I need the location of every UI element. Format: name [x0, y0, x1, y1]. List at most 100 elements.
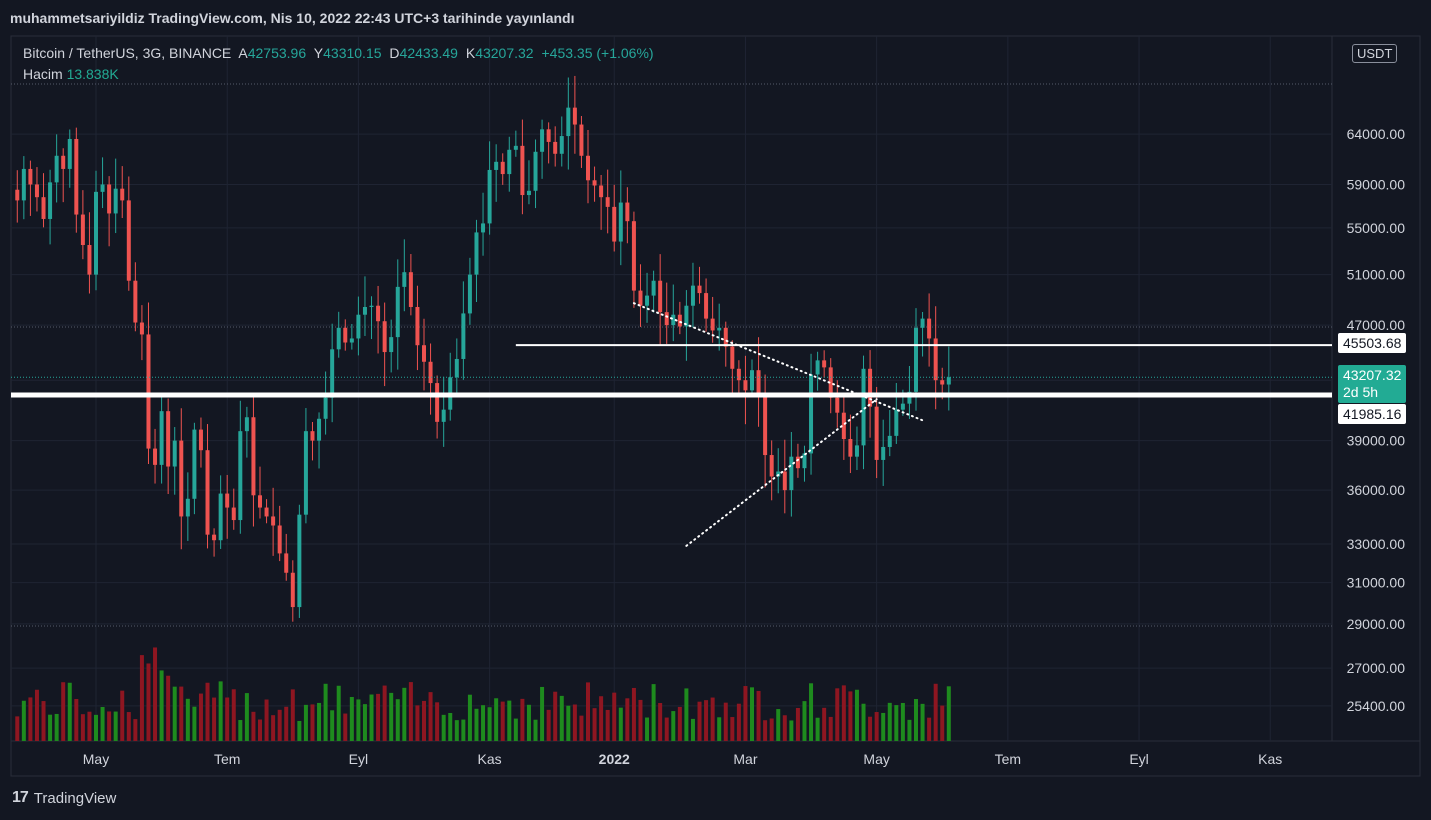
volume-bar — [48, 714, 53, 741]
candle-body — [231, 507, 236, 521]
volume-bar — [684, 688, 689, 741]
candle-body — [645, 295, 650, 306]
candle-body — [592, 180, 597, 186]
volume-bar — [290, 689, 295, 741]
tradingview-logo[interactable]: 17 TradingView — [12, 789, 116, 807]
candle-body — [920, 318, 925, 328]
candle-body — [120, 188, 125, 201]
volume-bar — [258, 719, 262, 741]
ohlc-change: +453.35 (+1.06%) — [541, 45, 654, 61]
candle-body — [809, 374, 814, 454]
grid-lines — [11, 36, 1332, 741]
volume-bar — [690, 718, 695, 741]
volume-bar — [658, 703, 663, 741]
candle-body — [87, 245, 92, 275]
volume-bar — [887, 702, 892, 741]
volume-bar — [113, 711, 118, 741]
volume-bar — [461, 719, 466, 741]
candle-body — [586, 155, 590, 181]
candle-body — [927, 318, 932, 339]
price-tick-label: 47000.00 — [1347, 317, 1406, 333]
volume-bar — [776, 709, 781, 741]
ohlc-open: 42753.96 — [247, 45, 307, 61]
volume-bar — [422, 700, 426, 741]
volume-bar — [435, 702, 440, 741]
candle-body — [559, 136, 564, 154]
candle-body — [618, 202, 623, 242]
price-tick-label: 39000.00 — [1347, 433, 1406, 449]
candle-body — [100, 184, 105, 192]
candle-body — [638, 290, 643, 306]
volume-bar — [494, 698, 499, 741]
volume-bar — [645, 717, 650, 741]
volume-bar — [54, 713, 59, 741]
volume-bar — [336, 685, 341, 741]
time-tick-label: Kas — [478, 751, 502, 767]
volume-bar — [533, 719, 538, 741]
volume-bar — [513, 718, 518, 741]
current-price-tag: 43207.32 2d 5h — [1338, 365, 1407, 403]
candle-body — [940, 380, 945, 385]
chart-frame — [10, 35, 1421, 777]
candle-body — [474, 232, 479, 275]
volume-bar — [159, 670, 164, 741]
candle-body — [697, 285, 702, 294]
symbol-legend[interactable]: Bitcoin / TetherUS, 3G, BINANCE A42753.9… — [23, 45, 658, 61]
candle-body — [861, 368, 866, 446]
volume-bar — [133, 719, 138, 741]
candle-body — [389, 337, 394, 353]
publish-text: muhammetsariyildiz TradingView.com, Nis … — [10, 10, 575, 26]
volume-bar — [540, 686, 545, 741]
time-axis[interactable]: May Tem Eyl Kas 2022 Mar May Tem Eyl Kas — [83, 751, 1283, 767]
volume-bar — [946, 686, 951, 741]
candle-body — [192, 429, 197, 499]
candle-body — [494, 161, 499, 170]
volume-bar — [822, 707, 827, 741]
price-tick-label: 33000.00 — [1347, 536, 1406, 552]
candle-body — [395, 286, 400, 338]
candle-body — [74, 138, 79, 215]
symbol-name[interactable]: Bitcoin / TetherUS, 3G, BINANCE — [23, 45, 232, 61]
resistance-price-tag: 45503.68 — [1338, 333, 1407, 353]
volume-bar — [15, 716, 20, 741]
volume-bar — [553, 691, 558, 741]
volume-bar — [146, 663, 151, 741]
volume-bar — [80, 714, 85, 741]
volume-bar — [369, 694, 374, 741]
price-tick-label: 64000.00 — [1347, 126, 1406, 142]
candle-body — [415, 306, 420, 346]
volume-bar — [415, 705, 420, 741]
volume-bar — [448, 712, 453, 741]
volume-bar — [710, 697, 715, 741]
volume-bar — [625, 698, 630, 741]
support-price-tag: 41985.16 — [1338, 404, 1407, 424]
volume-bar — [914, 699, 918, 741]
volume-bar — [920, 703, 925, 741]
volume-bar — [500, 701, 505, 741]
candle-body — [651, 280, 656, 296]
volume-bar — [586, 682, 590, 741]
price-tick-label: 31000.00 — [1347, 575, 1406, 591]
volume-legend[interactable]: Hacim 13.838K — [23, 66, 119, 82]
volume-bar — [349, 696, 354, 741]
currency-badge[interactable]: USDT — [1352, 44, 1398, 63]
price-axis[interactable]: 25400.00 27000.00 29000.00 31000.00 33000.00… — [1347, 126, 1406, 714]
volume-bar — [172, 686, 177, 741]
candle-body — [500, 161, 505, 175]
time-tick-label: 2022 — [599, 751, 630, 767]
ohlc-high: 43310.15 — [323, 45, 382, 61]
volume-bar — [815, 717, 820, 741]
time-tick-label: Eyl — [1129, 751, 1148, 767]
volume-bar — [244, 693, 249, 741]
candle-body — [376, 305, 381, 322]
candle-body — [422, 345, 426, 362]
volume-bar — [264, 699, 269, 741]
candle-body — [166, 411, 171, 467]
volume-bar — [87, 711, 92, 741]
candle-body — [828, 367, 833, 398]
candle-body — [454, 358, 459, 378]
volume-bar — [389, 692, 394, 741]
volume-bar — [218, 681, 223, 741]
ohlc-open-label: A — [238, 45, 248, 61]
